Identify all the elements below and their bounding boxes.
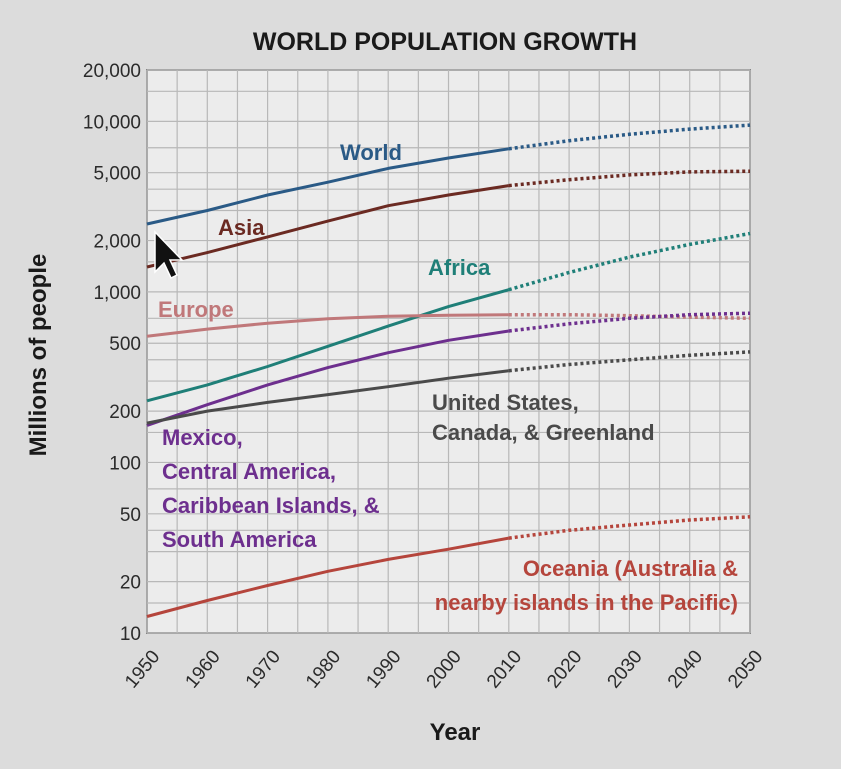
y-tick-label: 500 [109,334,141,355]
series-line [146,536,510,618]
series-projection-line [508,169,751,188]
series-projection-line [508,312,751,321]
series-labels: World Asia Africa Europe Mexico, Central Amer… [158,140,738,615]
series-line [146,369,509,425]
series-label: Africa [428,255,491,280]
series-label: United States, [432,390,579,415]
series-projection-line [508,123,751,151]
mouse-cursor-icon [154,230,184,280]
series-label: Caribbean Islands, & [162,493,380,518]
grid [146,69,751,634]
series-label: Central America, [162,459,336,484]
series-label: Canada, & Greenland [432,420,655,445]
series-label: Asia [218,215,265,240]
y-tick-label: 20 [120,573,141,594]
y-tick-label: 2,000 [93,232,141,253]
series-projection-line [508,311,751,333]
y-tick-label: 20,000 [83,61,141,82]
y-tick-label: 100 [109,453,141,474]
y-axis-label: Millions of people [25,254,52,457]
series-label: nearby islands in the Pacific) [435,590,738,615]
series-line [146,329,510,427]
y-tick-label: 200 [109,402,141,423]
chart-title: WORLD POPULATION GROWTH [253,28,637,56]
series-projection-line [508,231,751,292]
series-label: South America [162,527,317,552]
series-label: Mexico, [162,425,243,450]
series-line [146,288,510,403]
x-axis-label: Year [430,719,481,746]
series-label: Oceania (Australia & [523,556,738,581]
series-label: Europe [158,297,234,322]
y-tick-label: 5,000 [93,164,141,185]
series-projection-line [508,515,751,540]
series-line [146,184,510,269]
series-line [146,313,509,338]
y-tick-label: 1,000 [93,283,141,304]
y-tick-label: 10,000 [83,112,141,133]
series-line [146,147,510,226]
y-tick-label: 50 [120,505,141,526]
series-lines [146,123,751,618]
series-projection-line [508,350,751,373]
series-label: World [340,140,402,165]
y-tick-label: 10 [120,624,141,645]
